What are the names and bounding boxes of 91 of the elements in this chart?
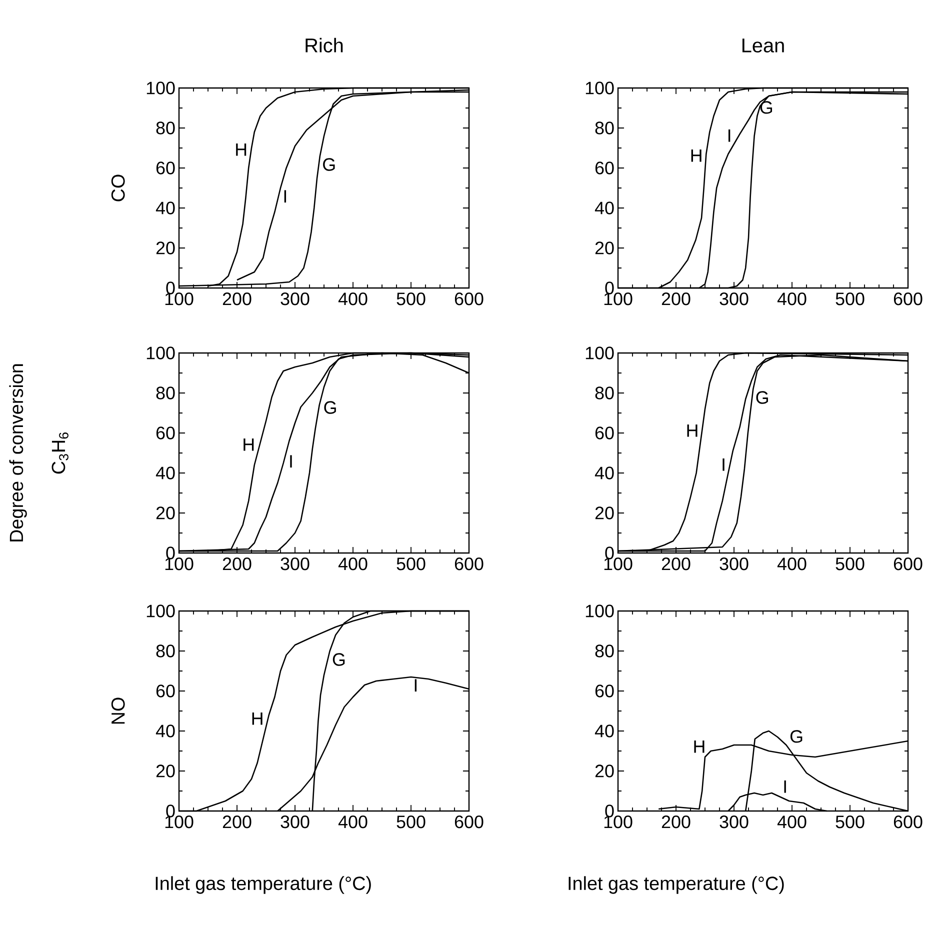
x-tick-label: 300 — [720, 558, 748, 570]
x-tick-label: 600 — [894, 292, 922, 306]
y-tick-label: 60 — [156, 426, 175, 440]
y-tick-label: 40 — [156, 466, 175, 480]
series-label: G — [332, 653, 345, 666]
chart-title: Lean — [742, 38, 784, 52]
y-tick-label: 80 — [595, 122, 614, 134]
y-tick-label: 40 — [594, 202, 614, 214]
y-tick-label: 100 — [586, 604, 614, 618]
y-axis-title: C$_{3}$H$_{6}$ — [52, 432, 68, 474]
y-tick-label: 20 — [156, 242, 175, 254]
y-tick-label: 60 — [595, 684, 614, 698]
series-label: I — [722, 458, 724, 471]
x-tick-label: 200 — [222, 292, 252, 306]
y-tick-label: 0 — [605, 546, 614, 560]
y-tick-label: 100 — [146, 604, 175, 618]
y-tick-label: 60 — [595, 426, 614, 440]
series-label: H — [252, 712, 262, 725]
x-tick-label: 400 — [338, 816, 368, 828]
y-tick-label: 0 — [605, 282, 614, 294]
y-tick-label: 80 — [156, 644, 175, 658]
y-tick-label: 60 — [595, 162, 614, 174]
series-label: H — [244, 438, 254, 451]
series-label: H — [236, 143, 246, 156]
x-tick-label: 400 — [777, 558, 806, 570]
y-tick-label: 20 — [595, 242, 614, 254]
series-label: G — [324, 401, 336, 414]
y-axis-title: NO — [111, 698, 125, 724]
x-tick-label: 500 — [836, 816, 864, 828]
y-tick-label: 0 — [166, 546, 175, 560]
x-tick-label: 600 — [454, 292, 484, 306]
x-tick-label: 400 — [338, 558, 368, 570]
y-tick-label: 100 — [586, 82, 614, 94]
x-axis-title: Inlet gas temperature (°C) — [568, 876, 784, 894]
x-tick-label: 400 — [777, 292, 806, 306]
x-tick-label: 500 — [396, 292, 426, 306]
chart-title: Rich — [306, 38, 343, 52]
y-tick-label: 80 — [595, 644, 614, 658]
y-tick-label: 100 — [146, 82, 175, 94]
x-tick-label: 300 — [280, 816, 310, 828]
series-label: I — [284, 190, 286, 203]
series-label: G — [756, 391, 768, 404]
series-label: I — [728, 129, 730, 142]
x-tick-label: 400 — [338, 292, 368, 306]
y-tick-label: 80 — [595, 386, 614, 400]
series-label: G — [323, 158, 335, 171]
y-tick-label: 20 — [595, 506, 614, 520]
series-label: I — [784, 780, 786, 793]
series-label: I — [414, 679, 417, 692]
x-tick-label: 600 — [894, 816, 922, 828]
x-tick-label: 500 — [396, 558, 426, 570]
x-tick-label: 500 — [396, 816, 426, 828]
x-tick-label: 200 — [662, 292, 690, 306]
y-tick-label: 40 — [594, 466, 614, 480]
x-tick-label: 300 — [720, 816, 748, 828]
y-tick-label: 80 — [156, 386, 175, 400]
y-tick-label: 40 — [156, 202, 175, 214]
x-tick-label: 400 — [777, 816, 806, 828]
series-label: G — [790, 730, 802, 743]
x-tick-label: 500 — [836, 292, 864, 306]
x-axis-title: Inlet gas temperature (°C) — [156, 876, 371, 894]
x-tick-label: 300 — [720, 292, 748, 306]
x-tick-label: 300 — [280, 558, 310, 570]
y-tick-label: 20 — [156, 764, 175, 778]
y-tick-label: 100 — [586, 346, 614, 360]
y-tick-label: 40 — [594, 724, 614, 738]
y-tick-label: 60 — [156, 684, 175, 698]
y-tick-label: 40 — [156, 724, 175, 738]
y-tick-label: 20 — [595, 764, 614, 778]
text: Degree of conversion — [9, 364, 27, 542]
y-tick-label: 0 — [166, 282, 175, 294]
x-tick-label: 600 — [894, 558, 922, 570]
x-tick-label: 200 — [222, 558, 252, 570]
x-tick-label: 500 — [836, 558, 864, 570]
x-tick-label: 600 — [454, 816, 484, 828]
series-label: H — [694, 740, 704, 753]
series-label: H — [691, 149, 702, 162]
series-label: H — [687, 424, 698, 437]
y-tick-label: 100 — [146, 346, 175, 360]
y-axis-title: CO — [111, 174, 125, 202]
series-label: I — [290, 455, 292, 468]
x-tick-label: 200 — [662, 558, 690, 570]
x-tick-label: 600 — [454, 558, 484, 570]
x-tick-label: 300 — [280, 292, 310, 306]
y-tick-label: 0 — [166, 804, 175, 818]
y-tick-label: 0 — [605, 804, 614, 818]
y-tick-label: 80 — [156, 122, 175, 134]
x-tick-label: 200 — [222, 816, 252, 828]
y-tick-label: 20 — [156, 506, 175, 520]
x-tick-label: 200 — [662, 816, 690, 828]
y-tick-label: 60 — [156, 162, 175, 174]
